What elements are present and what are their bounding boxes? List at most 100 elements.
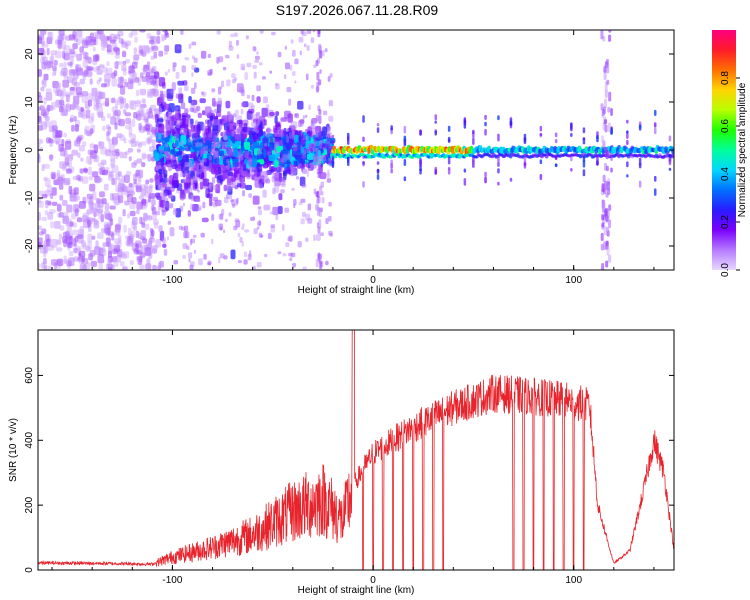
spectrogram-cell <box>74 100 80 108</box>
spectrogram-cell <box>139 113 146 120</box>
spectrogram-cell <box>144 124 150 131</box>
spectrogram-cell <box>91 87 98 97</box>
spectrogram-cell <box>118 178 122 185</box>
spectrogram-cell <box>73 187 79 195</box>
spectrogram-cell <box>247 253 252 261</box>
spectrogram-cell <box>266 151 271 156</box>
spectrogram-cell <box>252 141 260 149</box>
spectrogram-cell <box>224 196 229 204</box>
spectrogram-cell <box>311 123 316 130</box>
spectrogram-cell <box>163 169 168 178</box>
spectrogram-cell <box>46 36 53 45</box>
spectrogram-cell <box>191 72 194 77</box>
spectrogram-cell <box>305 237 309 242</box>
spectrogram-cell <box>211 185 219 191</box>
spectrogram-cell <box>198 171 205 180</box>
spectrogram-cell <box>163 151 169 155</box>
spectrogram-cell <box>136 110 141 119</box>
spectrogram-cell <box>289 257 293 262</box>
spectrogram-cell <box>255 129 260 134</box>
spectrogram-cell <box>124 150 130 155</box>
spectrogram-cell <box>69 221 74 227</box>
spectrogram-cell <box>82 59 88 68</box>
spectrogram-cell <box>55 82 62 92</box>
spectrogram-cell <box>155 113 159 124</box>
spectrogram-cell <box>213 101 219 107</box>
spectrogram-cell <box>79 78 85 85</box>
spectrogram-cell <box>277 251 282 255</box>
spectrogram-cell <box>269 142 276 148</box>
spectrogram-cell <box>310 131 317 136</box>
spectrogram-cell <box>295 176 299 180</box>
spectrogram-cell <box>600 103 604 111</box>
spectrogram-cell <box>38 95 43 102</box>
spectrogram-cell <box>66 204 73 213</box>
spectrogram-cell <box>241 223 245 227</box>
spectrogram-cell <box>264 156 269 161</box>
spectrogram-cell <box>107 126 112 135</box>
spectrogram-cell <box>284 110 291 119</box>
spectrogram-cell <box>106 113 111 119</box>
spectrogram-cell <box>106 36 112 41</box>
spectrogram-cell <box>188 252 193 259</box>
spectrogram-cell <box>193 57 198 63</box>
spectrogram-cell <box>275 160 279 167</box>
spectrogram-cell <box>115 185 122 193</box>
spectrogram-cell <box>136 89 140 97</box>
spectrogram-cell <box>187 158 194 168</box>
spectrogram-cell <box>211 238 214 245</box>
spectrogram-cell <box>282 224 285 231</box>
spectrogram-cell <box>133 54 140 61</box>
spectrogram-cell <box>274 141 279 148</box>
spectrogram-cell <box>266 104 270 110</box>
spectrogram-cell <box>108 171 113 177</box>
spectrogram-cell <box>270 168 274 174</box>
spectrogram-cell <box>40 244 47 254</box>
spectrogram-cell <box>603 71 607 80</box>
spectrogram-cell <box>155 210 160 216</box>
spectrogram-cell <box>273 138 280 143</box>
spectrogram-cell <box>266 177 270 182</box>
spectrogram-cell <box>58 100 65 106</box>
spectrogram-cell <box>41 216 47 222</box>
spectrogram-cell <box>191 65 196 71</box>
spectrogram-cell <box>51 187 57 196</box>
spectrogram-cell <box>207 262 211 266</box>
spectrogram-cell <box>43 107 49 116</box>
spectrogram-cell <box>152 264 157 270</box>
spectrogram-cell <box>601 204 605 212</box>
spectrogram-cell <box>142 238 148 244</box>
spectrogram-cell <box>73 103 78 108</box>
spectrogram-cell <box>304 114 308 118</box>
spectrogram-cell <box>93 246 101 255</box>
spectrogram-cell <box>258 116 261 122</box>
spectrogram-cell <box>50 239 58 248</box>
spectrogram-cell <box>147 138 151 145</box>
spectrogram-cell <box>128 132 133 138</box>
spectrogram-cell <box>70 114 75 122</box>
spectrogram-cell <box>226 158 230 164</box>
spectrogram-cell <box>138 169 144 179</box>
x-tick-label: -100 <box>162 275 182 286</box>
spectrogram-cell <box>141 198 147 206</box>
spectrogram-cell <box>63 255 67 264</box>
spectrogram-cell <box>296 141 301 151</box>
spectrogram-cell <box>59 225 65 231</box>
spectrogram-cell <box>234 128 240 134</box>
spectrogram-cell <box>89 249 96 257</box>
spectrogram-cell <box>129 79 136 84</box>
spectrogram-cell <box>289 132 292 139</box>
y-tick-label: 10 <box>24 96 35 108</box>
spectrogram-cell <box>74 241 78 248</box>
spectrogram-cell <box>221 155 224 161</box>
spectrogram-cell <box>93 153 98 162</box>
spectrogram-cell <box>241 170 247 177</box>
spectrogram-cell <box>284 207 290 213</box>
spectrogram-cell <box>626 140 629 146</box>
spectrogram-cell <box>215 189 220 193</box>
spectrogram-cell <box>76 53 82 61</box>
spectrogram-cell <box>288 98 292 106</box>
spectrogram-cell <box>419 168 422 175</box>
spectrogram-cell <box>263 204 271 211</box>
spectrogram-cell <box>271 176 276 183</box>
